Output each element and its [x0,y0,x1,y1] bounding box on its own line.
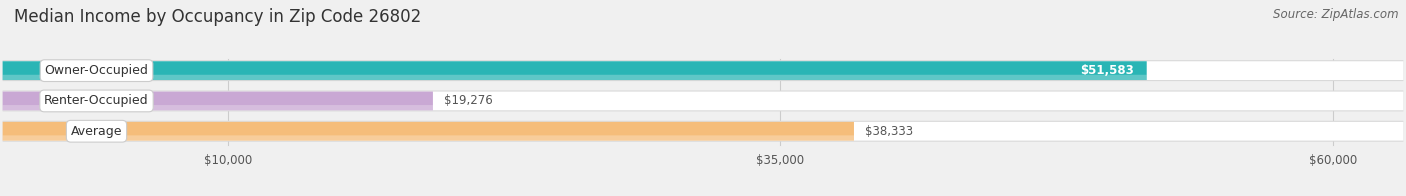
FancyBboxPatch shape [3,105,433,110]
Text: Average: Average [70,125,122,138]
FancyBboxPatch shape [3,61,1403,80]
FancyBboxPatch shape [3,91,1403,111]
FancyBboxPatch shape [3,75,1147,80]
Text: $51,583: $51,583 [1080,64,1133,77]
Text: Owner-Occupied: Owner-Occupied [45,64,149,77]
Text: Renter-Occupied: Renter-Occupied [44,94,149,107]
FancyBboxPatch shape [3,92,1403,110]
Text: $38,333: $38,333 [865,125,912,138]
Text: $19,276: $19,276 [444,94,492,107]
FancyBboxPatch shape [3,60,1403,81]
Text: Median Income by Occupancy in Zip Code 26802: Median Income by Occupancy in Zip Code 2… [14,8,422,26]
FancyBboxPatch shape [3,92,433,110]
FancyBboxPatch shape [3,122,853,141]
FancyBboxPatch shape [3,121,1403,142]
FancyBboxPatch shape [3,135,853,141]
Text: Source: ZipAtlas.com: Source: ZipAtlas.com [1274,8,1399,21]
FancyBboxPatch shape [3,122,1403,141]
FancyBboxPatch shape [3,61,1147,80]
